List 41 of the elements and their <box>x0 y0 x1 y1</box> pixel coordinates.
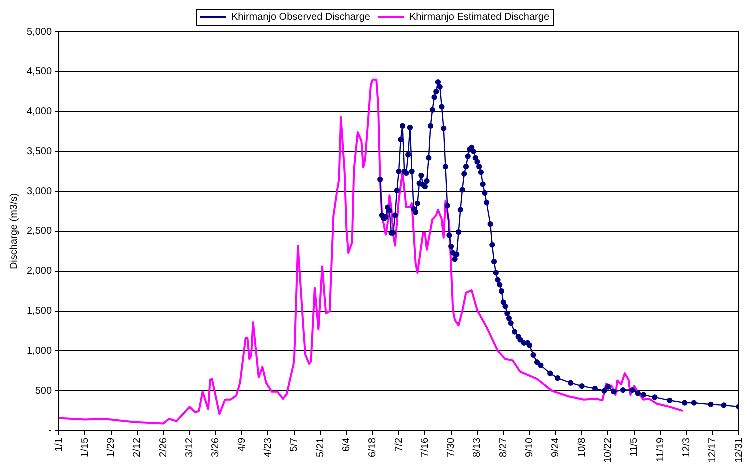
x-tick-label: 7/16 <box>420 438 431 458</box>
x-tick-label: 7/2 <box>394 438 405 452</box>
x-tick-label: 1/15 <box>80 438 91 458</box>
x-tick-label: 12/31 <box>734 438 745 464</box>
y-tick-label: 1,500 <box>26 306 52 318</box>
y-tick-label: 2,500 <box>26 226 52 238</box>
y-tick-label: 500 <box>35 386 52 397</box>
y-tick-label: 1,000 <box>26 346 52 357</box>
x-tick-label: 1/29 <box>106 438 118 458</box>
x-tick-label: 9/10 <box>524 438 536 458</box>
x-tick-label: 5/7 <box>289 438 300 452</box>
x-tick-label: 8/13 <box>472 438 484 458</box>
x-tick-label: 12/17 <box>708 438 719 464</box>
x-tick-label: 4/23 <box>263 438 274 458</box>
y-tick-label: 5,000 <box>26 26 52 38</box>
x-tick-label: 9/24 <box>550 438 562 458</box>
x-tick-label: 1/1 <box>54 438 65 452</box>
y-tick-label: 3,000 <box>26 186 52 198</box>
x-tick-label: 12/3 <box>681 438 692 458</box>
legend-label: Khirmanjo Estimated Discharge <box>409 12 550 23</box>
x-tick-label: 4/9 <box>236 438 248 452</box>
x-tick-label: 2/26 <box>158 438 170 458</box>
x-tick-label: 2/12 <box>132 438 144 458</box>
x-tick-label: 6/18 <box>368 438 379 458</box>
y-tick-label: 3,500 <box>26 146 52 158</box>
legend-label: Khirmanjo Observed Discharge <box>231 12 371 23</box>
x-tick-label: 3/12 <box>184 438 196 458</box>
x-tick-label: 7/30 <box>446 438 458 458</box>
y-tick-label: 4,000 <box>26 106 52 118</box>
y-tick-label: 2,000 <box>26 266 52 278</box>
x-tick-label: 11/5 <box>629 438 640 457</box>
y-axis-title: Discharge (m3/s) <box>8 193 20 270</box>
x-tick-label: 10/8 <box>576 438 588 458</box>
x-tick-label: 11/19 <box>655 438 666 462</box>
x-tick-label: 5/21 <box>315 438 326 458</box>
x-tick-label: 10/22 <box>602 438 614 464</box>
y-tick-label: 4,500 <box>26 66 52 78</box>
x-tick-label: 3/26 <box>210 438 222 458</box>
x-tick-label: 8/27 <box>498 438 510 458</box>
x-tick-label: 6/4 <box>341 438 352 452</box>
y-tick-label: - <box>48 426 52 437</box>
